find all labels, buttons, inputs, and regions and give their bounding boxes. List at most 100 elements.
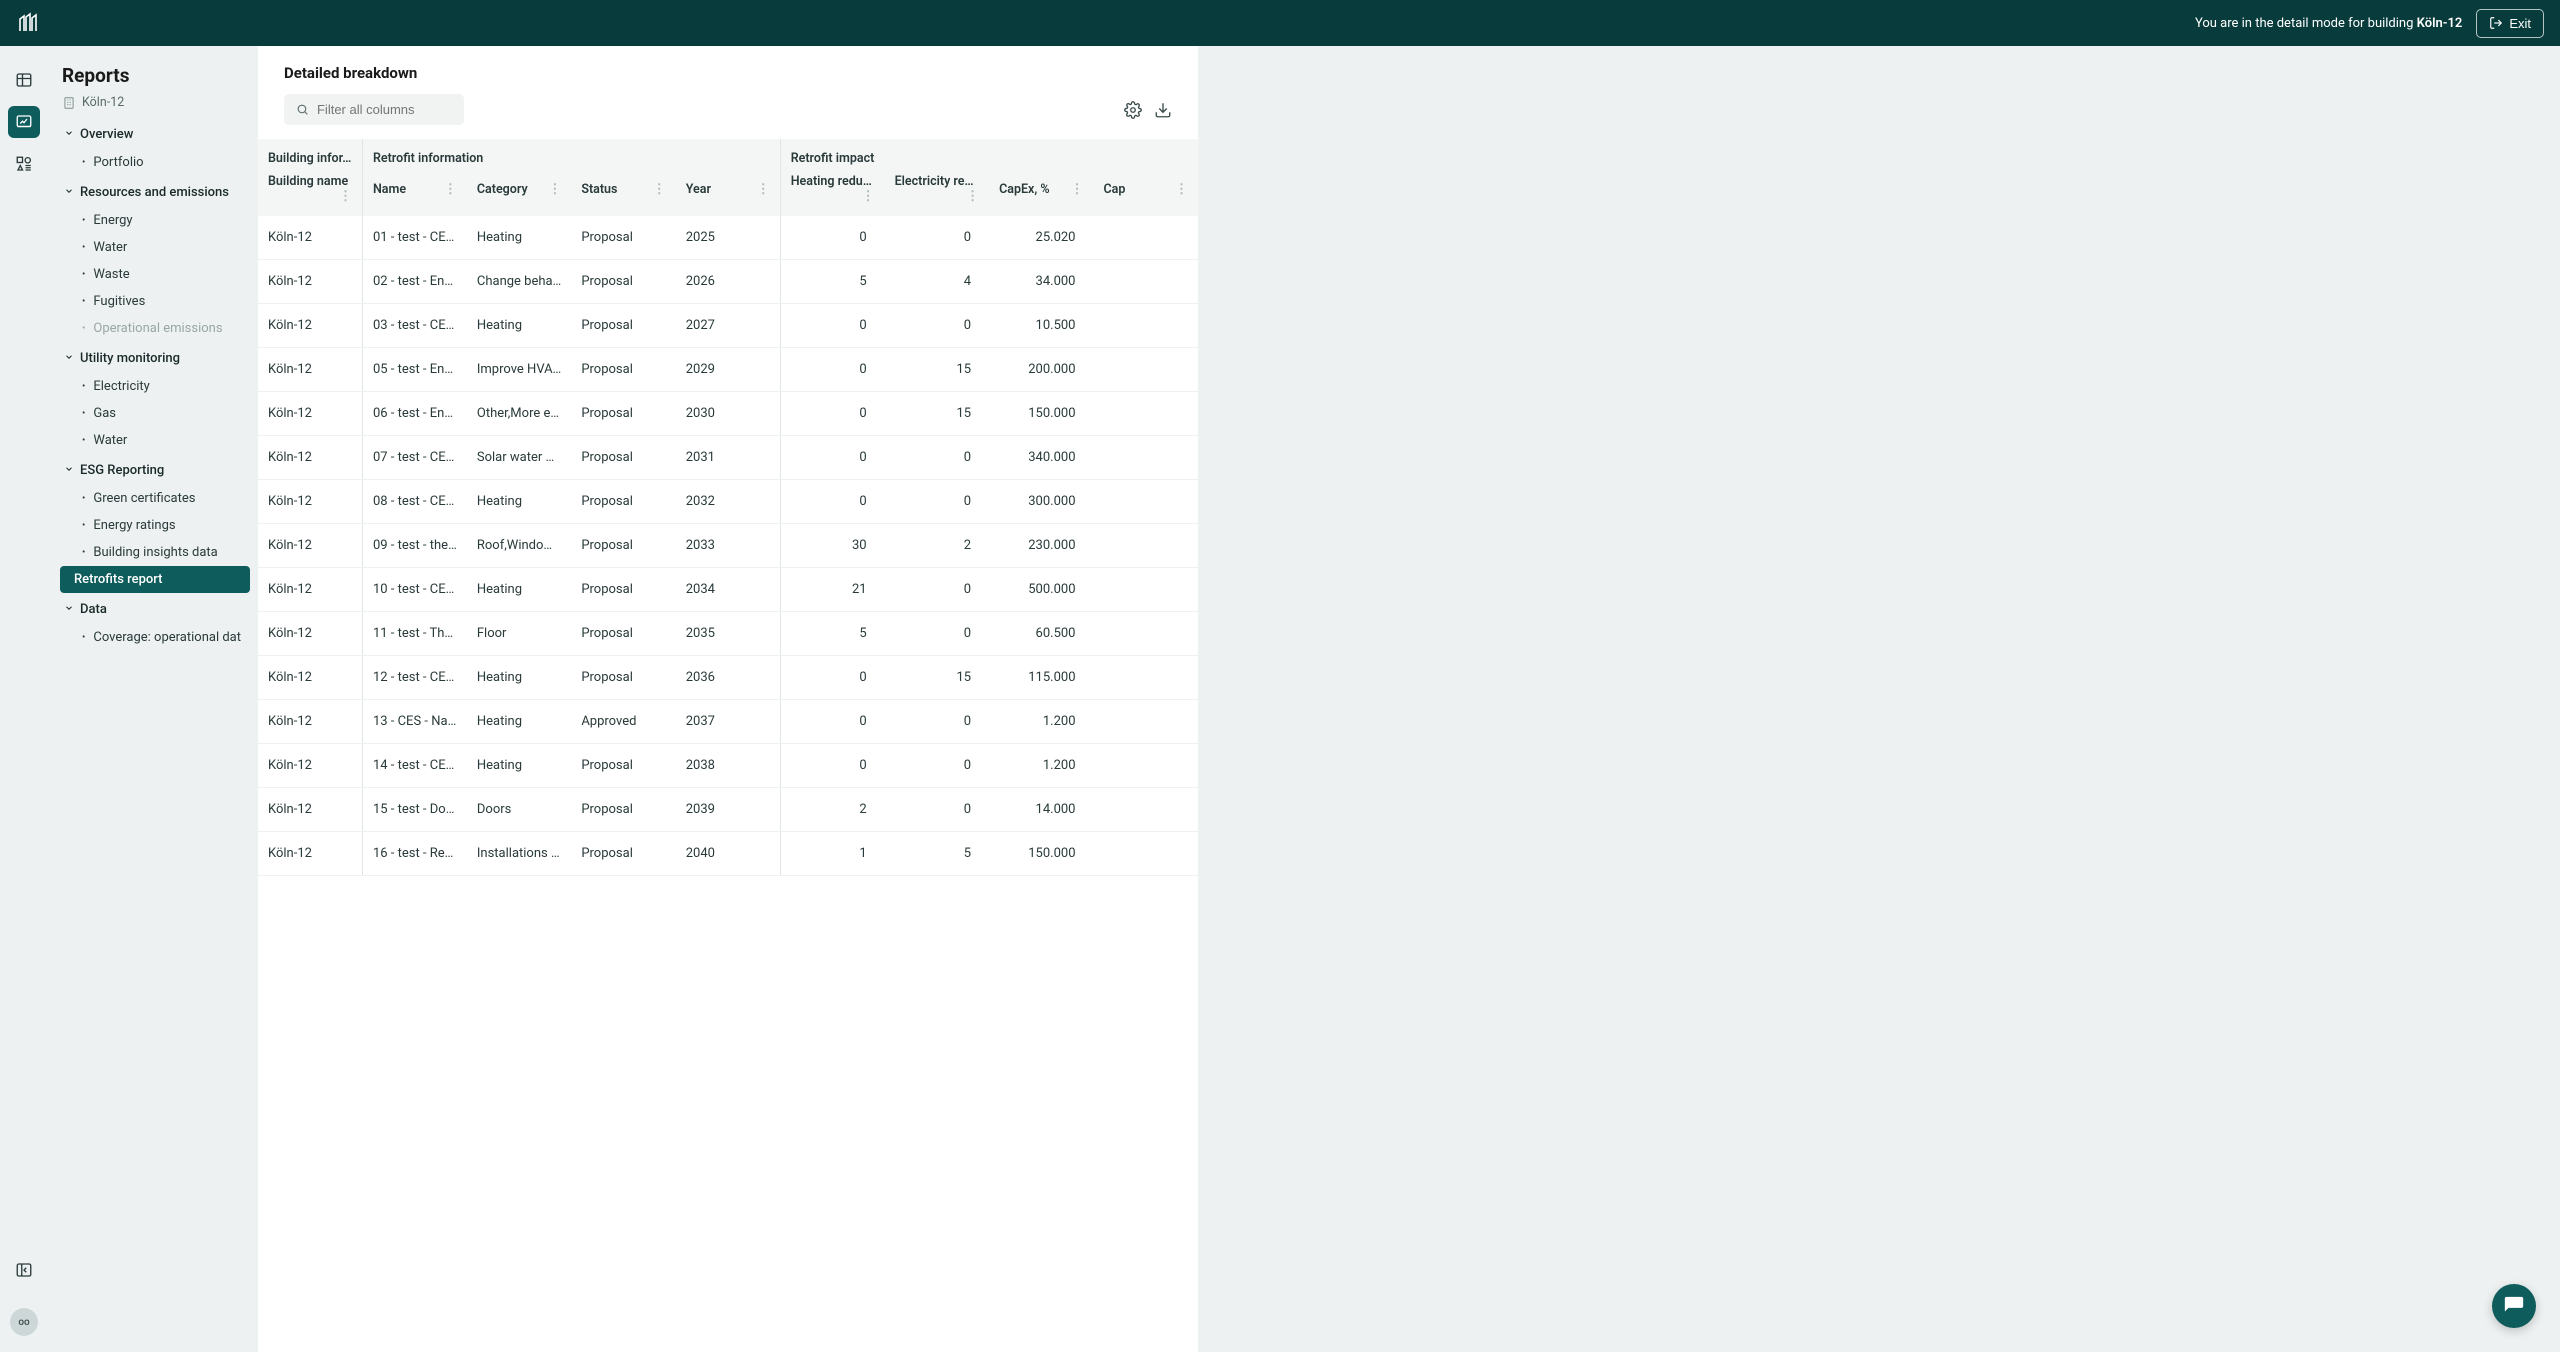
detail-mode-message: You are in the detail mode for building … xyxy=(2195,16,2462,31)
table-row[interactable]: Köln-1214 - test - CES - NatHeatingPropo… xyxy=(258,744,1198,788)
nav-group-overview[interactable]: Overview xyxy=(60,120,250,149)
exit-button[interactable]: Exit xyxy=(2476,9,2544,38)
sidebar-title: Reports xyxy=(60,64,250,87)
search-input[interactable] xyxy=(317,102,452,117)
nav-item-retrofits-report[interactable]: Retrofits report xyxy=(60,566,250,593)
nav-item-water[interactable]: Water xyxy=(60,427,250,454)
cell-status: Proposal xyxy=(571,436,675,480)
rail-tables[interactable] xyxy=(8,64,40,96)
cell-category: Heating xyxy=(467,216,571,260)
cell-capex: 340.000 xyxy=(989,436,1093,480)
nav-group-data[interactable]: Data xyxy=(60,595,250,624)
rail-apps[interactable] xyxy=(8,148,40,180)
table-row[interactable]: Köln-1206 - test - Energy eOther,More ef… xyxy=(258,392,1198,436)
cell-cap2 xyxy=(1094,524,1199,568)
nav-item-portfolio[interactable]: Portfolio xyxy=(60,149,250,176)
cell-elec: 15 xyxy=(885,392,989,436)
cell-name: 08 - test - CES - Rad xyxy=(362,480,466,524)
cell-elec: 0 xyxy=(885,612,989,656)
nav-item-gas[interactable]: Gas xyxy=(60,400,250,427)
search-box[interactable] xyxy=(284,94,464,125)
cell-building: Köln-12 xyxy=(258,656,362,700)
table-row[interactable]: Köln-1213 - CES - Natural gHeatingApprov… xyxy=(258,700,1198,744)
collapse-sidebar-button[interactable] xyxy=(8,1254,40,1286)
cell-cap2 xyxy=(1094,744,1199,788)
table-row[interactable]: Köln-1205 - test - Energy efImprove HVAC… xyxy=(258,348,1198,392)
table-row[interactable]: Köln-1209 - test - thermal eRoof,Windows… xyxy=(258,524,1198,568)
column-header-cap2[interactable]: Cap⋮ xyxy=(1094,170,1199,216)
table-row[interactable]: Köln-1215 - test - DoorsDoorsProposal203… xyxy=(258,788,1198,832)
cell-elec: 0 xyxy=(885,304,989,348)
column-header-year[interactable]: Year⋮ xyxy=(676,170,780,216)
table-row[interactable]: Köln-1202 - test - Energy EfChange behav… xyxy=(258,260,1198,304)
download-icon[interactable] xyxy=(1154,101,1172,119)
nav-item-waste[interactable]: Waste xyxy=(60,261,250,288)
cell-category: Heating xyxy=(467,700,571,744)
cell-year: 2036 xyxy=(676,656,780,700)
cell-heat: 21 xyxy=(780,568,884,612)
chat-fab[interactable] xyxy=(2492,1284,2536,1328)
cell-year: 2031 xyxy=(676,436,780,480)
column-header-name[interactable]: Name⋮ xyxy=(362,170,466,216)
page-card: Detailed breakdown Building infor…Retrof… xyxy=(258,46,1198,1352)
avatar[interactable]: oo xyxy=(10,1308,38,1336)
cell-name: 06 - test - Energy e xyxy=(362,392,466,436)
table-row[interactable]: Köln-1201 - test - CES - OilHeatingPropo… xyxy=(258,216,1198,260)
table-row[interactable]: Köln-1211 - test - Thermal eFloorProposa… xyxy=(258,612,1198,656)
nav-item-energy[interactable]: Energy xyxy=(60,207,250,234)
rail-dashboard[interactable] xyxy=(8,106,40,138)
table-row[interactable]: Köln-1203 - test - CES - FueHeatingPropo… xyxy=(258,304,1198,348)
column-header-heat[interactable]: Heating reduction, %⋮ xyxy=(780,170,884,216)
nav-item-water[interactable]: Water xyxy=(60,234,250,261)
table-row[interactable]: Köln-1216 - test - RenovatioInstallation… xyxy=(258,832,1198,876)
table-row[interactable]: Köln-1212 - test - CES - NatHeatingPropo… xyxy=(258,656,1198,700)
logo[interactable] xyxy=(16,11,40,35)
column-header-building[interactable]: Building name⋮ xyxy=(258,170,362,216)
cell-status: Approved xyxy=(571,700,675,744)
cell-name: 05 - test - Energy ef xyxy=(362,348,466,392)
nav-item-energy-ratings[interactable]: Energy ratings xyxy=(60,512,250,539)
table-row[interactable]: Köln-1207 - test - CES - RerSolar water … xyxy=(258,436,1198,480)
cell-elec: 2 xyxy=(885,524,989,568)
column-header-status[interactable]: Status⋮ xyxy=(571,170,675,216)
cell-year: 2030 xyxy=(676,392,780,436)
column-header-category[interactable]: Category⋮ xyxy=(467,170,571,216)
building-chip[interactable]: Köln-12 xyxy=(60,95,250,110)
cell-category: Change behaviour, xyxy=(467,260,571,304)
cell-status: Proposal xyxy=(571,656,675,700)
column-header-elec[interactable]: Electricity reduction, %⋮ xyxy=(885,170,989,216)
cell-building: Köln-12 xyxy=(258,260,362,304)
cell-year: 2027 xyxy=(676,304,780,348)
table-row[interactable]: Köln-1208 - test - CES - RadHeatingPropo… xyxy=(258,480,1198,524)
cell-cap2 xyxy=(1094,832,1199,876)
dashboard-icon xyxy=(15,113,33,131)
nav-item-building-insights-data[interactable]: Building insights data xyxy=(60,539,250,566)
cell-cap2 xyxy=(1094,216,1199,260)
sidebar: Reports Köln-12 OverviewPortfolioResourc… xyxy=(48,46,258,1352)
nav-item-green-certificates[interactable]: Green certificates xyxy=(60,485,250,512)
nav-item-operational-emissions[interactable]: Operational emissions xyxy=(60,315,250,342)
cell-elec: 15 xyxy=(885,656,989,700)
nav-group-utility-monitoring[interactable]: Utility monitoring xyxy=(60,344,250,373)
cell-category: Heating xyxy=(467,480,571,524)
cell-elec: 0 xyxy=(885,788,989,832)
nav-group-resources-and-emissions[interactable]: Resources and emissions xyxy=(60,178,250,207)
nav-item-coverage-operational-dat[interactable]: Coverage: operational dat xyxy=(60,624,250,651)
nav-group-esg-reporting[interactable]: ESG Reporting xyxy=(60,456,250,485)
page-title: Detailed breakdown xyxy=(284,64,1172,82)
cell-cap2 xyxy=(1094,304,1199,348)
cell-elec: 5 xyxy=(885,832,989,876)
exit-icon xyxy=(2489,16,2503,30)
table-row[interactable]: Köln-1210 - test - CES - HeaHeatingPropo… xyxy=(258,568,1198,612)
table-scroll[interactable]: Building infor…Retrofit informationRetro… xyxy=(258,139,1198,1352)
cell-building: Köln-12 xyxy=(258,216,362,260)
cell-elec: 0 xyxy=(885,744,989,788)
column-header-capex[interactable]: CapEx, %⋮ xyxy=(989,170,1093,216)
gear-icon[interactable] xyxy=(1124,101,1142,119)
cell-capex: 115.000 xyxy=(989,656,1093,700)
nav-item-electricity[interactable]: Electricity xyxy=(60,373,250,400)
cell-capex: 200.000 xyxy=(989,348,1093,392)
retrofits-table: Building infor…Retrofit informationRetro… xyxy=(258,139,1198,876)
cell-heat: 0 xyxy=(780,656,884,700)
nav-item-fugitives[interactable]: Fugitives xyxy=(60,288,250,315)
